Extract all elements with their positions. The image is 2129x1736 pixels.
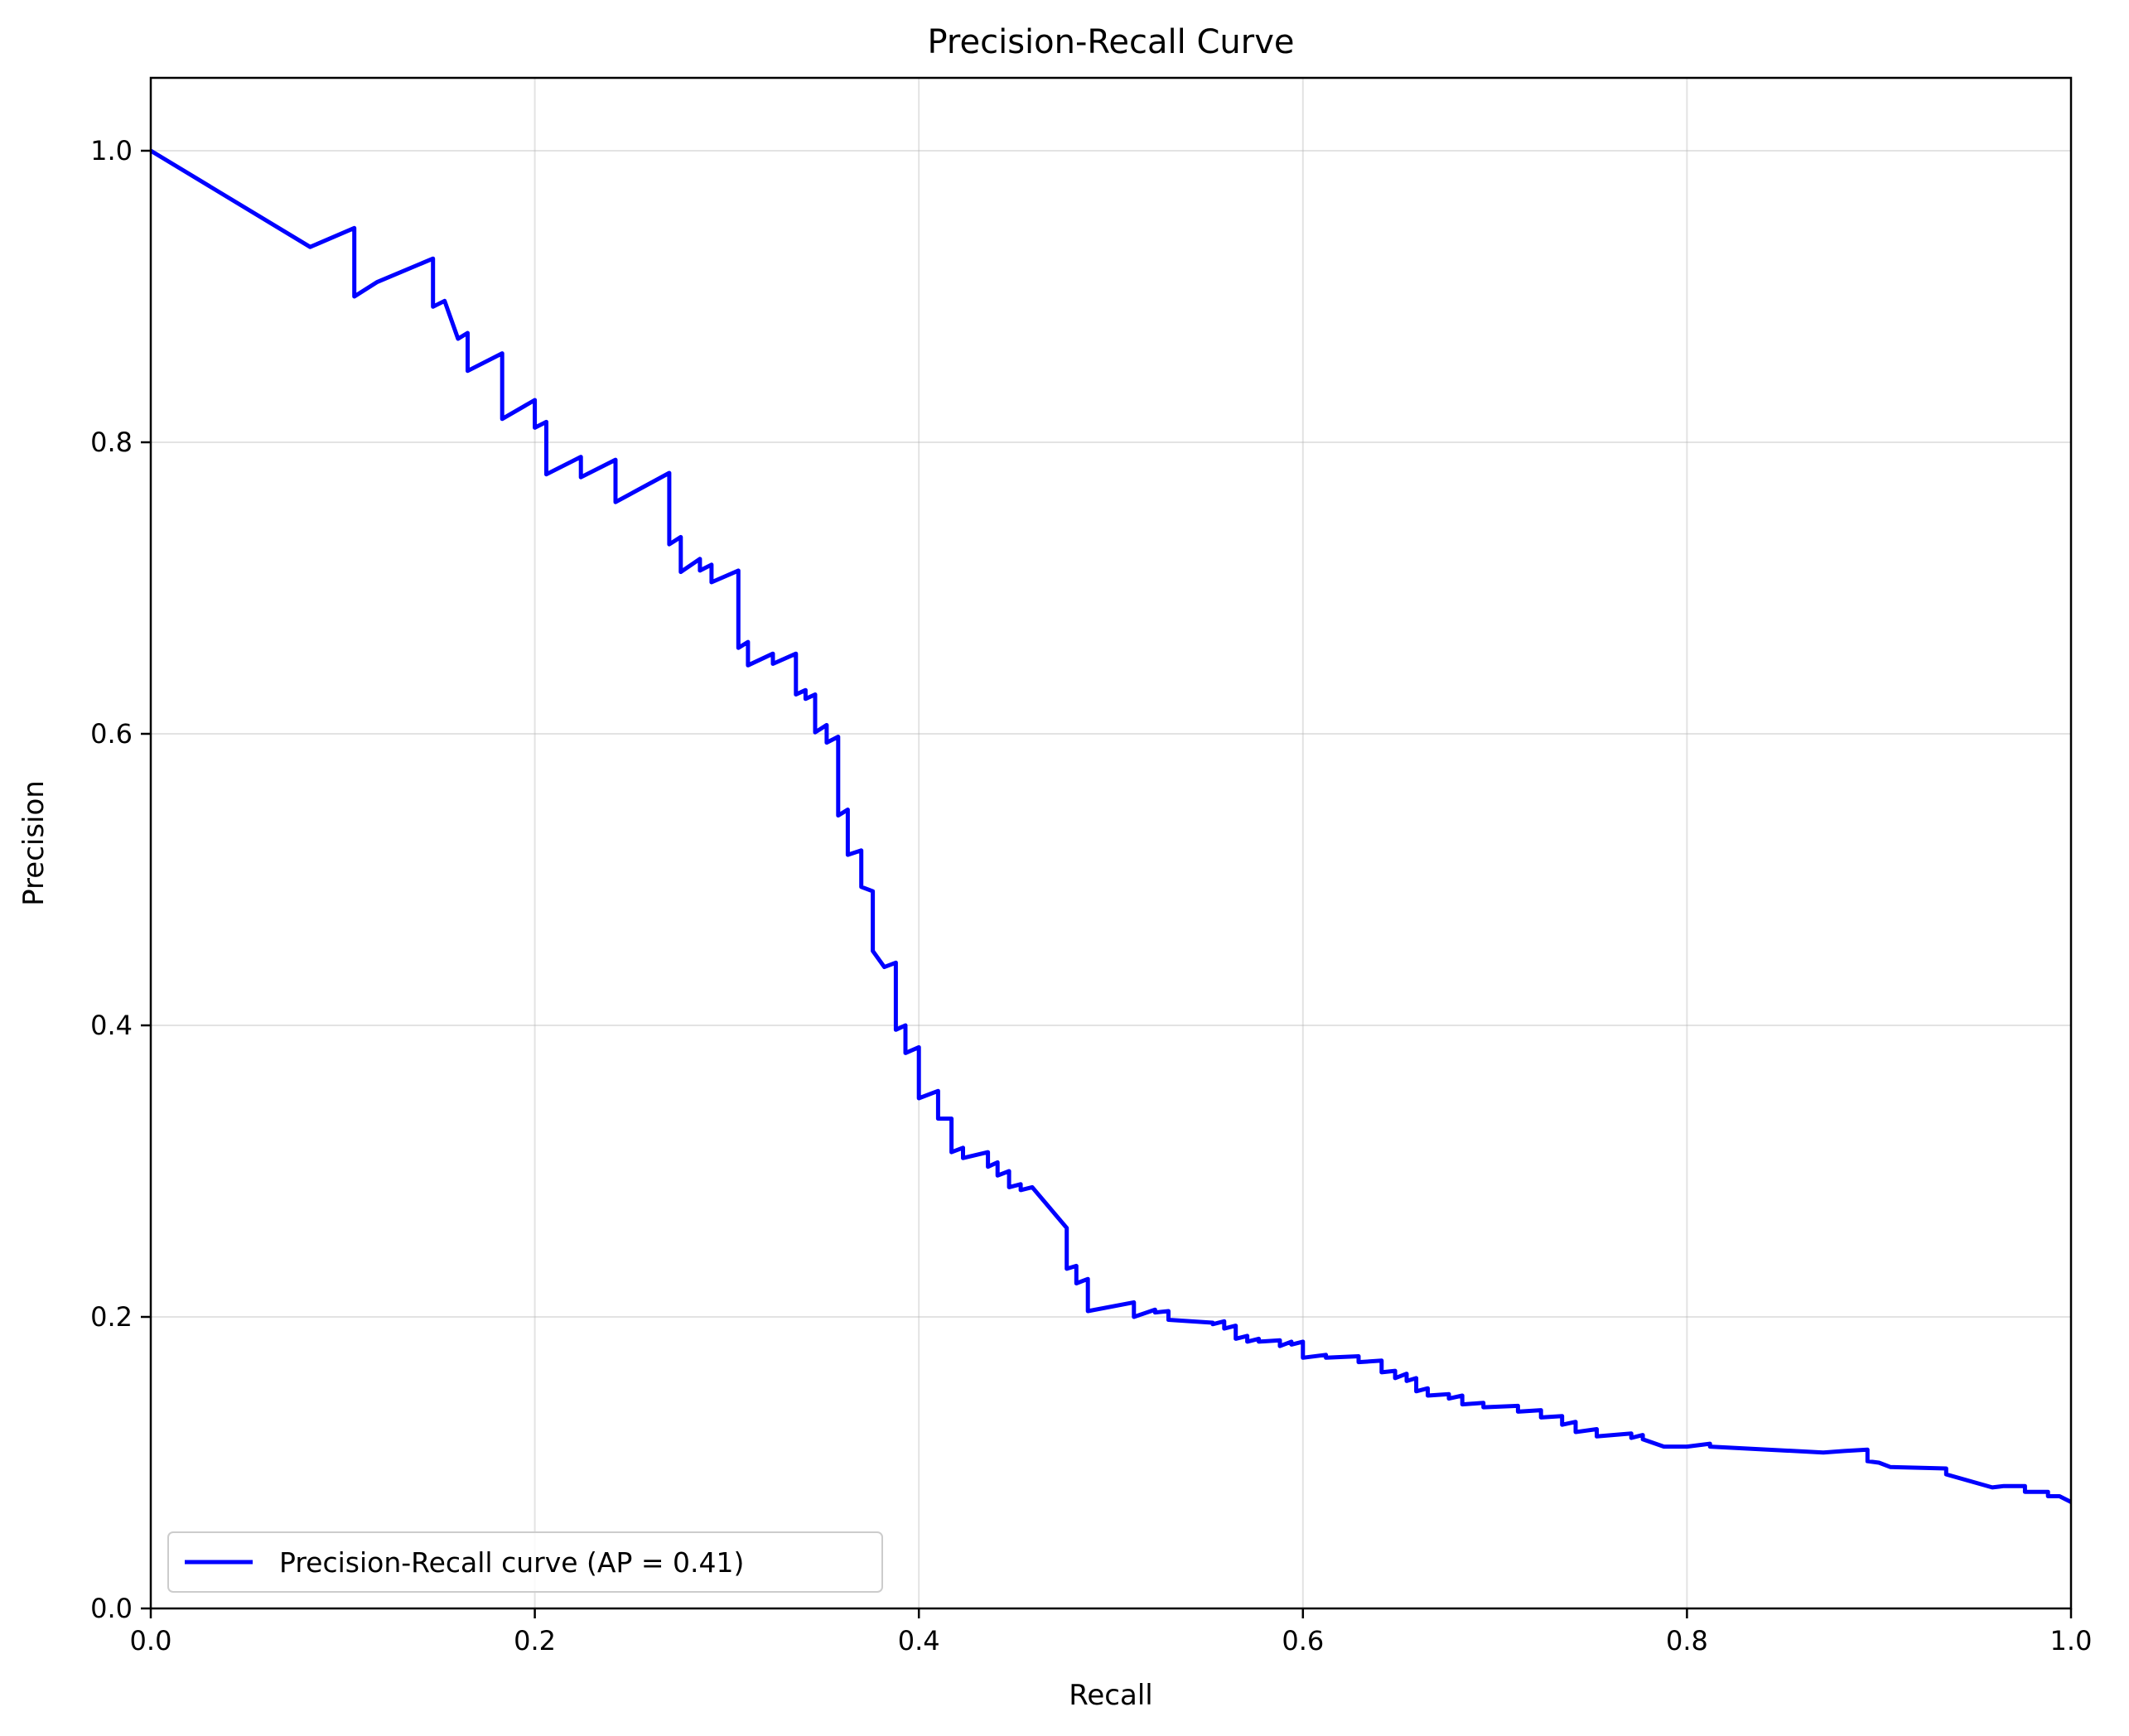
x-tick-label: 0.8 xyxy=(1666,1625,1708,1656)
legend-box xyxy=(167,1531,883,1593)
chart-title: Precision-Recall Curve xyxy=(928,23,1295,61)
y-tick-label: 0.0 xyxy=(90,1593,133,1624)
x-tick-label: 0.6 xyxy=(1282,1625,1324,1656)
x-tick-label: 0.4 xyxy=(898,1625,940,1656)
y-tick-label: 0.8 xyxy=(90,427,133,458)
plot-area xyxy=(149,148,2073,1504)
y-tick-label: 0.2 xyxy=(90,1301,133,1333)
y-axis-label: Precision xyxy=(17,780,51,906)
y-tick-label: 0.4 xyxy=(90,1010,133,1041)
x-tick-label: 1.0 xyxy=(2050,1625,2093,1656)
x-axis-label: Recall xyxy=(1069,1679,1152,1712)
x-tick-label: 0.0 xyxy=(130,1625,172,1656)
pr-curve-line xyxy=(149,148,2073,1504)
legend: Precision-Recall curve (AP = 0.41) xyxy=(167,1531,883,1593)
y-axis-ticks: 0.0 0.2 0.4 0.6 0.8 1.0 xyxy=(90,135,151,1624)
x-tick-label: 0.2 xyxy=(514,1625,556,1656)
x-axis-ticks: 0.0 0.2 0.4 0.6 0.8 1.0 xyxy=(130,1608,2093,1656)
plot-frame xyxy=(149,76,2073,1610)
legend-label: Precision-Recall curve (AP = 0.41) xyxy=(279,1546,744,1579)
y-tick-label: 0.6 xyxy=(90,718,133,750)
y-tick-label: 1.0 xyxy=(90,135,133,166)
